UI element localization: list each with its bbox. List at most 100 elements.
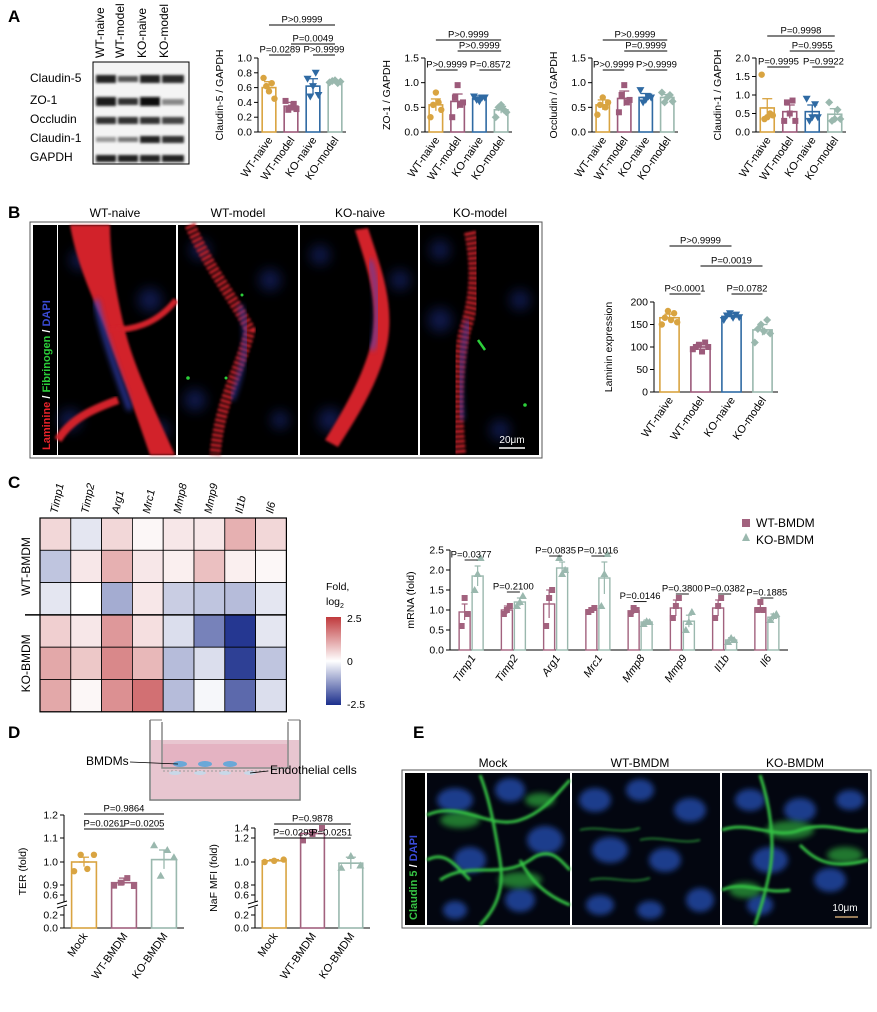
data-point-ko-bmdm: [156, 871, 165, 879]
data-point-wt-model: [789, 97, 796, 104]
chart-naf-mfi-fold: 0.00.2 0.60.8 1.0 1.21.4 NaF MFI (fold) MockW…: [208, 814, 370, 982]
data-point-wt-bmdm: [111, 882, 118, 889]
y-axis-label: Claudin-5 / GAPDH: [214, 49, 226, 140]
panel-label-a: A: [8, 7, 20, 26]
y-tick-label: 1.0: [429, 605, 444, 617]
heatmap-cell: [255, 549, 287, 583]
y-tick-label: 0.5: [571, 102, 586, 114]
data-point-wt-bmdm: [130, 883, 137, 889]
heatmap-column-il1b: Il1b: [233, 495, 248, 515]
data-point-wt-bmdm: [754, 607, 761, 613]
heatmap-cell: [162, 646, 195, 680]
heatmap-cell: [101, 582, 133, 616]
data-point-wt-model: [451, 94, 458, 101]
heatmap-column-mrc1: Mrc1: [141, 488, 158, 514]
legend-wt-bmdm-marker: [742, 519, 750, 527]
y-tick-label: 0.2: [43, 910, 58, 922]
heatmap-cell: [70, 549, 103, 583]
heatmap-cell: [131, 517, 164, 551]
y-tick-label: 100: [630, 342, 648, 354]
data-point-wt-naive: [265, 88, 273, 95]
blot-protein-zo1: ZO-1: [30, 93, 58, 107]
data-point-wt-model: [792, 117, 799, 124]
p-value-label: P>0.9999: [636, 60, 677, 71]
data-point-mock: [270, 857, 278, 864]
heatmap-cell: [131, 646, 164, 680]
y-axis-label: ZO-1 / GAPDH: [381, 60, 393, 130]
data-point-wt-bmdm: [117, 879, 124, 886]
data-point-ko-bmdm: [515, 598, 524, 605]
data-point-mock: [84, 865, 91, 873]
data-point-ko-model: [763, 316, 772, 324]
p-value-label: P>0.9999: [459, 41, 500, 52]
data-point-mock: [70, 868, 78, 875]
legend-wt-bmdm-label: WT-BMDM: [756, 516, 815, 530]
x-tick-label-il6: Il6: [758, 652, 775, 669]
data-point-ko-bmdm: [473, 570, 482, 577]
data-point-mock: [261, 858, 268, 866]
data-point-ko-naive: [480, 94, 489, 102]
bar-ko-model: [327, 80, 343, 133]
p-value-label: P=0.0146: [620, 591, 661, 602]
heatmap-cell: [255, 582, 287, 616]
p-value-label: P=0.0299: [273, 828, 314, 839]
y-axis-label: mRNA (fold): [405, 571, 417, 628]
p-value-label: P=0.0261: [84, 819, 125, 830]
data-point-ko-bmdm: [766, 616, 775, 623]
heatmap-cell: [224, 614, 257, 648]
scale-bar-b-label: 20μm: [499, 435, 524, 446]
data-point-wt-model: [288, 104, 294, 111]
data-point-ko-model: [668, 97, 677, 106]
heatmap-cell: [39, 614, 72, 648]
data-point-wt-naive: [664, 307, 672, 315]
y-tick-label: 0.2: [237, 112, 252, 124]
data-point-ko-model: [750, 338, 759, 347]
x-tick-label-mrc1: Mrc1: [581, 653, 605, 680]
data-point-wt-naive: [594, 111, 601, 118]
data-point-wt-bmdm: [633, 607, 640, 613]
y-tick-label: 2.5: [429, 545, 444, 557]
data-point-wt-model: [621, 82, 628, 89]
x-tick-label-il1b: Il1b: [712, 653, 732, 674]
data-point-wt-bmdm: [669, 615, 676, 621]
data-point-wt-bmdm: [591, 605, 598, 611]
blot-lane-label-wt-model: WT-model: [113, 3, 127, 58]
heatmap-cell: [255, 679, 287, 713]
heatmap-cell: [193, 614, 226, 648]
heatmap-cell: [193, 646, 226, 680]
p-value-label: P=0.1016: [577, 546, 618, 557]
y-tick-label: 1.0: [404, 77, 419, 89]
heatmap-cell: [224, 582, 257, 616]
p-value-label: P=0.0205: [124, 819, 165, 830]
data-point-ko-model: [836, 115, 845, 124]
stain-label-e: Claudin 5 / DAPI: [408, 835, 420, 920]
data-point-wt-naive: [596, 101, 604, 109]
axis-break-mask: [247, 902, 261, 907]
y-tick-label: 2.0: [735, 53, 750, 65]
data-point-wt-naive: [260, 74, 267, 82]
data-point-wt-model: [290, 100, 297, 107]
heatmap-cell: [224, 549, 257, 583]
data-point-wt-model: [699, 348, 706, 355]
transwell-diagram: BMDMs Endothelial cells: [86, 719, 357, 801]
heatmap-cell: [70, 646, 103, 680]
chart-zo1-gapdh: 0.00.51.01.5ZO-1 / GAPDHWT-naiveWT-model…: [381, 30, 512, 183]
heatmap-cell: [193, 582, 226, 616]
p-value-label: P=0.0251: [311, 828, 352, 839]
data-point-wt-model: [702, 339, 709, 346]
legend-ko-bmdm-marker: [742, 533, 750, 541]
data-point-ko-model: [825, 98, 834, 107]
blot-protein-claudin1: Claudin-1: [30, 131, 82, 145]
data-point-wt-bmdm: [309, 831, 316, 837]
heatmap-group-wt: WT-BMDM: [19, 537, 33, 596]
heatmap-cell: [39, 517, 72, 551]
image-title-wt-naive: WT-naive: [90, 206, 141, 220]
data-point-wt-bmdm: [760, 607, 767, 613]
image-title-ko-naive: KO-naive: [335, 206, 385, 220]
micrograph-wt-bmdm: [572, 773, 720, 925]
heatmap-cell: [193, 517, 226, 551]
y-tick-label: 1.5: [429, 585, 444, 597]
heatmap-cell: [101, 646, 133, 680]
